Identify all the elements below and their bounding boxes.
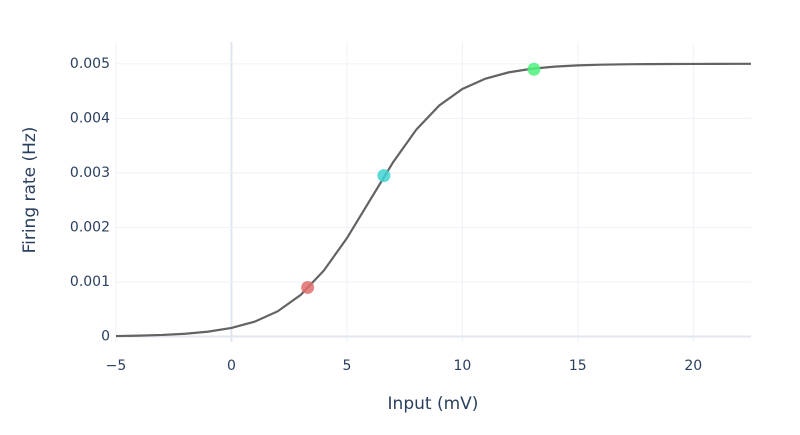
data-point — [301, 280, 315, 294]
x-tick-label: 5 — [342, 358, 351, 374]
y-tick-label: 0.001 — [70, 274, 110, 290]
y-tick-label: 0.005 — [70, 56, 110, 72]
data-point — [527, 62, 541, 76]
x-tick-label: −5 — [106, 358, 127, 374]
y-tick-label: 0.003 — [70, 165, 110, 181]
x-tick-label: 20 — [684, 358, 702, 374]
y-tick-label: 0.004 — [70, 110, 110, 126]
x-tick-label: 15 — [569, 358, 587, 374]
x-tick-label: 0 — [227, 358, 236, 374]
data-line — [115, 62, 751, 338]
x-axis-title: Input (mV) — [388, 394, 479, 414]
data-point — [377, 169, 391, 183]
y-tick-label: 0.002 — [70, 219, 110, 235]
y-axis-title: Firing rate (Hz) — [20, 127, 40, 254]
y-tick-label: 0 — [101, 329, 110, 345]
x-tick-label: 10 — [453, 358, 471, 374]
